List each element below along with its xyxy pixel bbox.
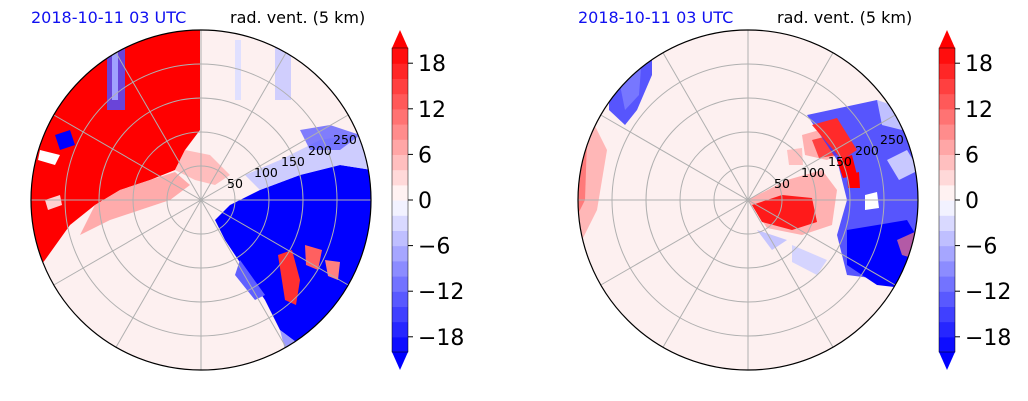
colorbar-tick-label: −18 <box>418 326 464 351</box>
radar-panel-left: 2018-10-11 03 UTC rad. vent. (5 km) <box>30 8 464 371</box>
colorbar-level <box>392 124 408 140</box>
colorbar-level <box>392 260 408 277</box>
colorbar-level <box>939 184 955 201</box>
variable-label: rad. vent. (5 km) <box>777 8 913 27</box>
radial-label-250: 250 <box>333 132 357 147</box>
variable-label: rad. vent. (5 km) <box>230 8 366 27</box>
colorbar-level <box>392 63 408 79</box>
colorbar-left: 18 12 6 0 −6 −12 −18 <box>391 30 464 370</box>
radial-label-100: 100 <box>801 165 825 180</box>
colorbar-level <box>392 200 408 216</box>
colorbar-level <box>939 169 955 186</box>
colorbar-tick-label: 18 <box>965 52 993 77</box>
polar-plot-left: 50 100 150 200 250 18 12 6 0 −6 −12 −18 <box>30 29 464 371</box>
colorbar-tick-label: 6 <box>418 143 432 168</box>
colorbar-level <box>392 169 408 186</box>
colorbar-level <box>939 139 955 155</box>
colorbar-tick-label: −12 <box>965 280 1011 305</box>
colorbar-tick-label: −12 <box>418 280 464 305</box>
colorbar-level <box>392 184 408 201</box>
colorbar-level <box>939 245 955 262</box>
colorbar-level <box>392 154 408 171</box>
polar-grid-right <box>578 30 918 370</box>
colorbar-level <box>939 200 955 216</box>
colorbar-level <box>392 321 408 338</box>
colorbar-level <box>939 230 955 247</box>
colorbar-tick-label: −18 <box>965 326 1011 351</box>
radial-label-50: 50 <box>227 176 243 191</box>
time-label: 2018-10-11 03 UTC <box>31 8 187 27</box>
colorbar-level <box>392 245 408 262</box>
colorbar-level <box>392 215 408 231</box>
radial-label-150: 150 <box>281 154 305 169</box>
colorbar-level <box>392 78 408 95</box>
colorbar-level <box>392 230 408 247</box>
radial-label-250: 250 <box>880 132 904 147</box>
colorbar-level <box>939 124 955 140</box>
colorbar-tick-label: 6 <box>965 143 979 168</box>
colorbar-level <box>939 108 955 125</box>
radar-panel-right: 2018-10-11 03 UTC rad. vent. (5 km) <box>547 0 1028 401</box>
radial-label-100: 100 <box>254 165 278 180</box>
colorbar-level <box>939 306 955 323</box>
colorbar-level <box>939 93 955 110</box>
colorbar-tick-label: 12 <box>965 98 993 123</box>
radial-label-150: 150 <box>828 154 852 169</box>
radial-label-200: 200 <box>308 143 332 158</box>
colorbar-tick-label: −6 <box>418 235 450 260</box>
polar-plot-right: 50 100 150 200 250 18 12 6 0 −6 −12 −18 <box>577 29 1011 371</box>
radial-label-50: 50 <box>774 176 790 191</box>
time-label: 2018-10-11 03 UTC <box>578 8 734 27</box>
colorbar-level <box>939 78 955 95</box>
colorbar-tick-label: −6 <box>965 235 997 260</box>
colorbar-tick-label: 18 <box>418 52 446 77</box>
colorbar-level <box>392 291 408 307</box>
colorbar-level <box>939 276 955 292</box>
colorbar-level <box>939 291 955 307</box>
colorbar-level <box>392 93 408 110</box>
colorbar-level <box>392 306 408 323</box>
colorbar-level <box>939 336 955 353</box>
colorbar-tick-label: 12 <box>418 98 446 123</box>
colorbar-level <box>392 48 408 64</box>
polar-grid-left <box>31 30 371 370</box>
colorbar-level <box>392 276 408 292</box>
colorbar-level <box>939 63 955 79</box>
colorbar-level <box>392 108 408 125</box>
polar-frame-right <box>577 29 919 371</box>
colorbar-level <box>939 48 955 64</box>
radial-label-200: 200 <box>855 143 879 158</box>
colorbar-level <box>939 321 955 338</box>
colorbar-right: 18 12 6 0 −6 −12 −18 <box>938 30 1011 370</box>
colorbar-tick-label: 0 <box>418 189 432 214</box>
colorbar-level <box>392 139 408 155</box>
colorbar-level <box>392 336 408 353</box>
colorbar-level <box>939 260 955 277</box>
colorbar-level <box>939 215 955 231</box>
colorbar-level <box>939 154 955 171</box>
polar-frame-left <box>30 29 372 371</box>
colorbar-tick-label: 0 <box>965 189 979 214</box>
